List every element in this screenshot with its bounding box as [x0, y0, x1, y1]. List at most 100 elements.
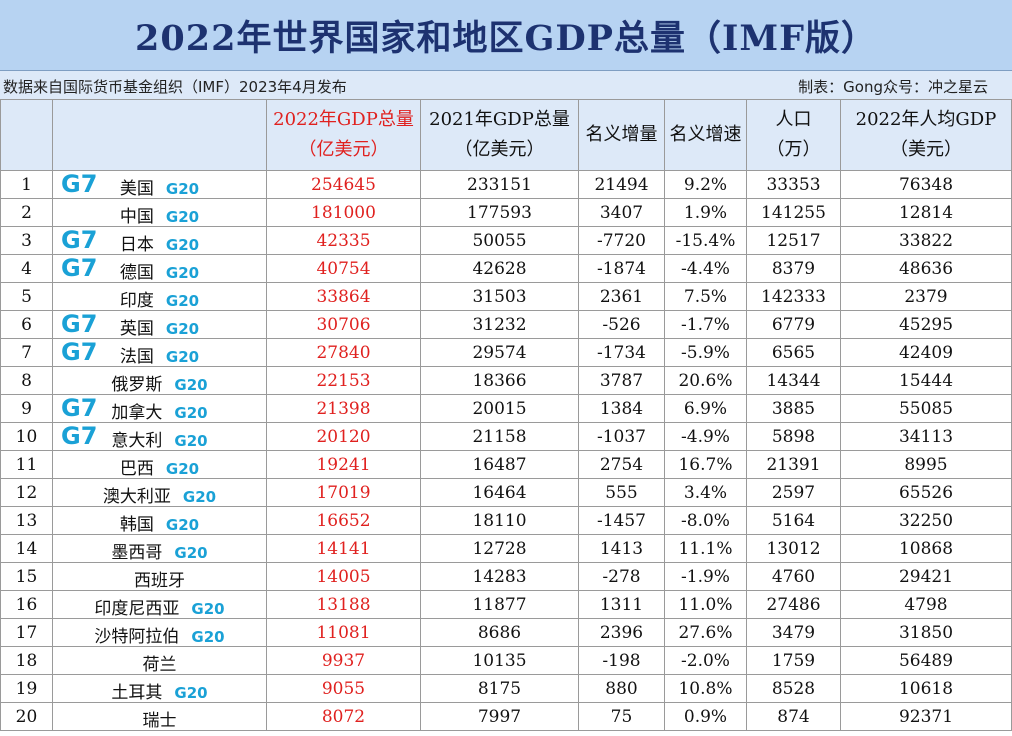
- population-cell[interactable]: 12517: [746, 226, 841, 255]
- per-capita-cell[interactable]: 4798: [840, 590, 1012, 619]
- gdp2022-cell[interactable]: 27840: [266, 338, 421, 367]
- per-capita-cell[interactable]: 34113: [840, 422, 1012, 451]
- country-cell[interactable]: G7 美国 G20: [52, 170, 267, 199]
- increase-cell[interactable]: -1457: [578, 506, 665, 535]
- population-cell[interactable]: 2597: [746, 478, 841, 507]
- increase-cell[interactable]: 2396: [578, 618, 665, 647]
- rank-cell[interactable]: 3: [0, 226, 53, 255]
- per-capita-cell[interactable]: 56489: [840, 646, 1012, 675]
- growth-cell[interactable]: -1.9%: [664, 562, 747, 591]
- rank-cell[interactable]: 2: [0, 198, 53, 227]
- gdp2021-cell[interactable]: 31503: [420, 282, 579, 311]
- gdp2021-cell[interactable]: 14283: [420, 562, 579, 591]
- gdp2021-cell[interactable]: 8686: [420, 618, 579, 647]
- population-cell[interactable]: 141255: [746, 198, 841, 227]
- rank-cell[interactable]: 15: [0, 562, 53, 591]
- table-row[interactable]: 15 西班牙 14005 14283 -278 -1.9% 4760 29421: [0, 562, 1012, 591]
- header-country[interactable]: [52, 99, 267, 171]
- growth-cell[interactable]: 7.5%: [664, 282, 747, 311]
- increase-cell[interactable]: -198: [578, 646, 665, 675]
- increase-cell[interactable]: 1384: [578, 394, 665, 423]
- growth-cell[interactable]: 6.9%: [664, 394, 747, 423]
- table-row[interactable]: 3 G7 日本 G20 42335 50055 -7720 -15.4% 12517 33822: [0, 226, 1012, 255]
- header-nominal-growth[interactable]: 名义增速: [664, 99, 747, 171]
- increase-cell[interactable]: -1874: [578, 254, 665, 283]
- growth-cell[interactable]: -8.0%: [664, 506, 747, 535]
- rank-cell[interactable]: 4: [0, 254, 53, 283]
- country-cell[interactable]: 印度尼西亚 G20: [52, 590, 267, 619]
- gdp2021-cell[interactable]: 21158: [420, 422, 579, 451]
- increase-cell[interactable]: 2754: [578, 450, 665, 479]
- table-row[interactable]: 10 G7 意大利 G20 20120 21158 -1037 -4.9% 5898 34113: [0, 422, 1012, 451]
- country-cell[interactable]: 印度 G20: [52, 282, 267, 311]
- increase-cell[interactable]: 1311: [578, 590, 665, 619]
- table-row[interactable]: 14 墨西哥 G20 14141 12728 1413 11.1% 13012 10868: [0, 534, 1012, 563]
- country-cell[interactable]: 瑞士: [52, 702, 267, 731]
- gdp2021-cell[interactable]: 18110: [420, 506, 579, 535]
- per-capita-cell[interactable]: 29421: [840, 562, 1012, 591]
- growth-cell[interactable]: -1.7%: [664, 310, 747, 339]
- header-per-capita[interactable]: 2022年人均GDP （美元）: [840, 99, 1012, 171]
- population-cell[interactable]: 4760: [746, 562, 841, 591]
- table-row[interactable]: 1 G7 美国 G20 254645 233151 21494 9.2% 33353 76348: [0, 170, 1012, 199]
- growth-cell[interactable]: -5.9%: [664, 338, 747, 367]
- growth-cell[interactable]: 11.0%: [664, 590, 747, 619]
- population-cell[interactable]: 8379: [746, 254, 841, 283]
- country-cell[interactable]: G7 加拿大 G20: [52, 394, 267, 423]
- table-row[interactable]: 8 俄罗斯 G20 22153 18366 3787 20.6% 14344 15444: [0, 366, 1012, 395]
- table-row[interactable]: 11 巴西 G20 19241 16487 2754 16.7% 21391 8995: [0, 450, 1012, 479]
- per-capita-cell[interactable]: 65526: [840, 478, 1012, 507]
- growth-cell[interactable]: 20.6%: [664, 366, 747, 395]
- increase-cell[interactable]: 75: [578, 702, 665, 731]
- rank-cell[interactable]: 19: [0, 674, 53, 703]
- population-cell[interactable]: 1759: [746, 646, 841, 675]
- country-cell[interactable]: 沙特阿拉伯 G20: [52, 618, 267, 647]
- gdp2021-cell[interactable]: 18366: [420, 366, 579, 395]
- rank-cell[interactable]: 13: [0, 506, 53, 535]
- per-capita-cell[interactable]: 48636: [840, 254, 1012, 283]
- population-cell[interactable]: 21391: [746, 450, 841, 479]
- growth-cell[interactable]: 27.6%: [664, 618, 747, 647]
- growth-cell[interactable]: 1.9%: [664, 198, 747, 227]
- header-rank[interactable]: [0, 99, 53, 171]
- table-row[interactable]: 2 中国 G20 181000 177593 3407 1.9% 141255 12814: [0, 198, 1012, 227]
- gdp2021-cell[interactable]: 11877: [420, 590, 579, 619]
- increase-cell[interactable]: 880: [578, 674, 665, 703]
- gdp2022-cell[interactable]: 181000: [266, 198, 421, 227]
- population-cell[interactable]: 142333: [746, 282, 841, 311]
- growth-cell[interactable]: 16.7%: [664, 450, 747, 479]
- country-cell[interactable]: 俄罗斯 G20: [52, 366, 267, 395]
- per-capita-cell[interactable]: 42409: [840, 338, 1012, 367]
- gdp2022-cell[interactable]: 21398: [266, 394, 421, 423]
- gdp2022-cell[interactable]: 40754: [266, 254, 421, 283]
- gdp2021-cell[interactable]: 177593: [420, 198, 579, 227]
- country-cell[interactable]: 巴西 G20: [52, 450, 267, 479]
- gdp2022-cell[interactable]: 9055: [266, 674, 421, 703]
- growth-cell[interactable]: 3.4%: [664, 478, 747, 507]
- per-capita-cell[interactable]: 8995: [840, 450, 1012, 479]
- rank-cell[interactable]: 20: [0, 702, 53, 731]
- rank-cell[interactable]: 14: [0, 534, 53, 563]
- gdp2022-cell[interactable]: 11081: [266, 618, 421, 647]
- population-cell[interactable]: 5898: [746, 422, 841, 451]
- growth-cell[interactable]: 11.1%: [664, 534, 747, 563]
- per-capita-cell[interactable]: 76348: [840, 170, 1012, 199]
- per-capita-cell[interactable]: 32250: [840, 506, 1012, 535]
- growth-cell[interactable]: 9.2%: [664, 170, 747, 199]
- header-gdp2022[interactable]: 2022年GDP总量 （亿美元）: [266, 99, 421, 171]
- gdp2021-cell[interactable]: 10135: [420, 646, 579, 675]
- gdp2021-cell[interactable]: 16487: [420, 450, 579, 479]
- country-cell[interactable]: G7 德国 G20: [52, 254, 267, 283]
- increase-cell[interactable]: 21494: [578, 170, 665, 199]
- gdp2021-cell[interactable]: 7997: [420, 702, 579, 731]
- gdp2021-cell[interactable]: 29574: [420, 338, 579, 367]
- country-cell[interactable]: 墨西哥 G20: [52, 534, 267, 563]
- per-capita-cell[interactable]: 33822: [840, 226, 1012, 255]
- gdp2022-cell[interactable]: 14005: [266, 562, 421, 591]
- increase-cell[interactable]: -1037: [578, 422, 665, 451]
- per-capita-cell[interactable]: 45295: [840, 310, 1012, 339]
- population-cell[interactable]: 5164: [746, 506, 841, 535]
- gdp2022-cell[interactable]: 42335: [266, 226, 421, 255]
- table-row[interactable]: 13 韩国 G20 16652 18110 -1457 -8.0% 5164 32250: [0, 506, 1012, 535]
- increase-cell[interactable]: 2361: [578, 282, 665, 311]
